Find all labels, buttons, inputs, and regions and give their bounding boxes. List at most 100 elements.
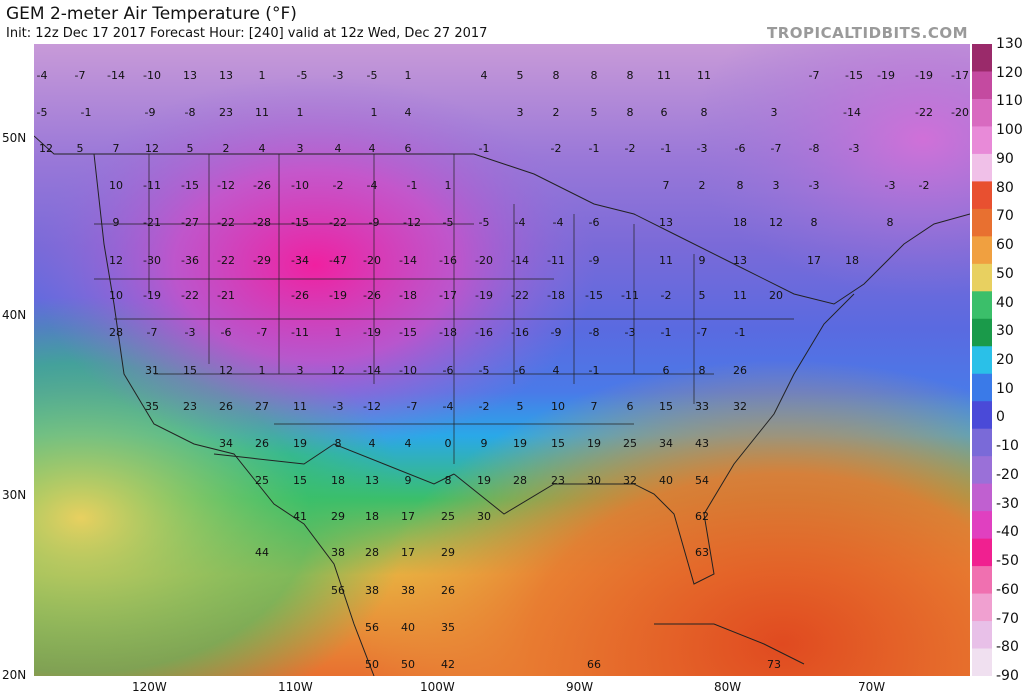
temperature-value: -6	[589, 216, 600, 229]
temperature-labels: -4 -7 -14 -10 13 13 1 -5 -3 -5 1 4 5 8 8 8 11 11 -7 -15 -19-…	[37, 69, 969, 671]
temperature-value: -21	[217, 289, 235, 302]
temperature-value: -26	[291, 289, 309, 302]
temperature-value: -7	[697, 326, 708, 339]
temperature-value: 11	[293, 400, 307, 413]
lat-label-30n: 30N	[2, 488, 27, 502]
temperature-value: -7	[809, 69, 820, 82]
temperature-value: -47	[329, 254, 347, 267]
temperature-value: -19	[143, 289, 161, 302]
temperature-value: -3	[885, 179, 896, 192]
temperature-value: 29	[331, 510, 345, 523]
temperature-value: -18	[439, 326, 457, 339]
temperature-value: 26	[255, 437, 269, 450]
temperature-value: -34	[291, 254, 309, 267]
temperature-value: 18	[331, 474, 345, 487]
temperature-value: 0	[445, 437, 452, 450]
temperature-value: -4	[443, 400, 454, 413]
temperature-value: -3	[625, 326, 636, 339]
temperature-value: -16	[439, 254, 457, 267]
colorbar-swatch	[972, 181, 992, 210]
colorbar-label: -20	[996, 466, 1019, 483]
temperature-value: 30	[477, 510, 491, 523]
temperature-value: -7	[75, 69, 86, 82]
temperature-value: -20	[363, 254, 381, 267]
temperature-value: -26	[363, 289, 381, 302]
temperature-value: -2	[479, 400, 490, 413]
colorbar-label: 50	[996, 265, 1014, 282]
colorbar-label: 70	[996, 208, 1014, 225]
temperature-value: 8	[699, 364, 706, 377]
temperature-value: 9	[405, 474, 412, 487]
temperature-value: 73	[767, 658, 781, 671]
temperature-value: -11	[621, 289, 639, 302]
colorbar-swatch	[972, 373, 992, 402]
temperature-value: 26	[733, 364, 747, 377]
temperature-value: -5	[479, 364, 490, 377]
temperature-value: 20	[769, 289, 783, 302]
temperature-value: 23	[219, 106, 233, 119]
temperature-value: 1	[259, 69, 266, 82]
temperature-value: 7	[663, 179, 670, 192]
map-canvas: -4 -7 -14 -10 13 13 1 -5 -3 -5 1 4 5 8 8 8 11 11 -7 -15 -19-…	[34, 44, 970, 676]
temperature-value: -9	[145, 106, 156, 119]
colorbar-label: 40	[996, 294, 1014, 311]
temperature-value: 26	[219, 400, 233, 413]
northeast-cold-region	[34, 44, 970, 676]
temperature-value: -5	[479, 216, 490, 229]
temperature-value: 17	[401, 510, 415, 523]
temperature-value: -3	[849, 142, 860, 155]
temperature-value: -2	[661, 289, 672, 302]
temperature-value: 38	[365, 584, 379, 597]
temperature-value: 32	[623, 474, 637, 487]
temperature-value: 3	[297, 364, 304, 377]
temperature-value: 10	[109, 289, 123, 302]
temperature-value: 5	[699, 289, 706, 302]
temperature-value: -9	[551, 326, 562, 339]
state-borders	[94, 154, 794, 464]
temperature-value: 3	[517, 106, 524, 119]
colorbar-swatch	[972, 566, 992, 595]
colorbar-swatch	[972, 71, 992, 100]
temperature-value: -12	[217, 179, 235, 192]
colorbar-label: 0	[996, 409, 1005, 426]
temperature-value: 29	[441, 546, 455, 559]
temperature-value: -1	[589, 364, 600, 377]
temperature-value: -6	[735, 142, 746, 155]
temperature-value: 8	[627, 69, 634, 82]
temperature-value: 3	[297, 142, 304, 155]
temperature-value: 4	[259, 142, 266, 155]
colorbar-label: -40	[996, 524, 1019, 541]
temperature-value: -22	[217, 254, 235, 267]
colorbar-swatch	[972, 236, 992, 265]
temperature-value: 18	[365, 510, 379, 523]
temperature-value: -3	[185, 326, 196, 339]
temperature-value: -8	[185, 106, 196, 119]
temperature-value: -3	[697, 142, 708, 155]
lat-label-40n: 40N	[2, 308, 27, 322]
temperature-value: 15	[659, 400, 673, 413]
temperature-value: -22	[181, 289, 199, 302]
temperature-value: -4	[37, 69, 48, 82]
temperature-value: 8	[701, 106, 708, 119]
temperature-value: -10	[291, 179, 309, 192]
colorbar-label: -60	[996, 581, 1019, 598]
temperature-value: -5	[367, 69, 378, 82]
temperature-value: 8	[335, 437, 342, 450]
temperature-value: 8	[737, 179, 744, 192]
temperature-value: 15	[183, 364, 197, 377]
temperature-value: -15	[291, 216, 309, 229]
temperature-value: 2	[553, 106, 560, 119]
temperature-value: -2	[333, 179, 344, 192]
temperature-value: -21	[143, 216, 161, 229]
colorbar-label: -10	[996, 438, 1019, 455]
temperature-value: 1	[335, 326, 342, 339]
temperature-value: 56	[331, 584, 345, 597]
temperature-value: -14	[107, 69, 125, 82]
temperature-value: 8	[627, 106, 634, 119]
temperature-value: 17	[401, 546, 415, 559]
temperature-value: -15	[399, 326, 417, 339]
temperature-value: -3	[809, 179, 820, 192]
colorbar-swatches	[972, 44, 992, 677]
temperature-value: -11	[291, 326, 309, 339]
temperature-value: 30	[587, 474, 601, 487]
